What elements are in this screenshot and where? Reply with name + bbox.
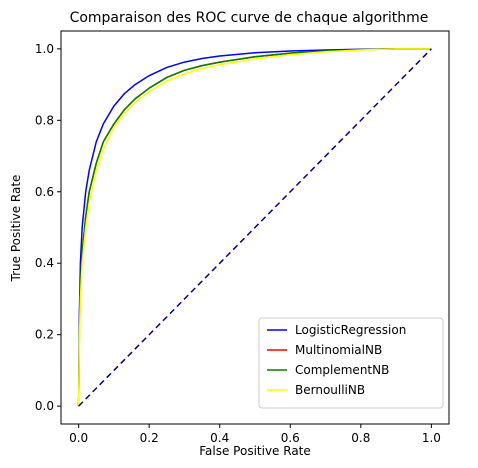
series-line-logisticregression bbox=[77, 48, 432, 407]
series-line-complementnb bbox=[77, 48, 432, 407]
axes-frame bbox=[60, 30, 450, 425]
y-axis-label: True Positive Rate bbox=[9, 175, 23, 283]
x-tick-label: 0.2 bbox=[140, 431, 159, 445]
legend: LogisticRegression MultinomialNB Complemen… bbox=[258, 317, 444, 409]
x-tick-label: 0.0 bbox=[69, 431, 88, 445]
plot-content bbox=[77, 48, 432, 407]
legend-box bbox=[258, 317, 444, 409]
reference-diagonal-line bbox=[78, 48, 432, 407]
x-axis-ticks: 0.0 0.2 0.4 0.6 0.8 1.0 bbox=[69, 424, 441, 445]
x-tick-label: 0.6 bbox=[281, 431, 300, 445]
y-tick-label: 0.6 bbox=[35, 185, 54, 199]
legend-label: ComplementNB bbox=[295, 363, 389, 377]
chart-title: Comparaison des ROC curve de chaque algo… bbox=[70, 10, 429, 26]
x-axis-label: False Positive Rate bbox=[199, 444, 311, 458]
y-tick-label: 0.2 bbox=[35, 328, 54, 342]
x-tick-label: 0.8 bbox=[351, 431, 370, 445]
legend-label: LogisticRegression bbox=[295, 323, 406, 337]
y-tick-label: 0.8 bbox=[35, 113, 54, 127]
y-tick-label: 0.4 bbox=[35, 256, 54, 270]
series-line-bernoullinb bbox=[77, 48, 432, 407]
x-tick-label: 1.0 bbox=[422, 431, 441, 445]
legend-label: BernoulliNB bbox=[295, 383, 365, 397]
y-tick-label: 1.0 bbox=[35, 42, 54, 56]
y-axis-ticks: 0.0 0.2 0.4 0.6 0.8 1.0 bbox=[35, 42, 61, 413]
legend-label: MultinomialNB bbox=[295, 343, 382, 357]
y-tick-label: 0.0 bbox=[35, 399, 54, 413]
x-tick-label: 0.4 bbox=[210, 431, 229, 445]
